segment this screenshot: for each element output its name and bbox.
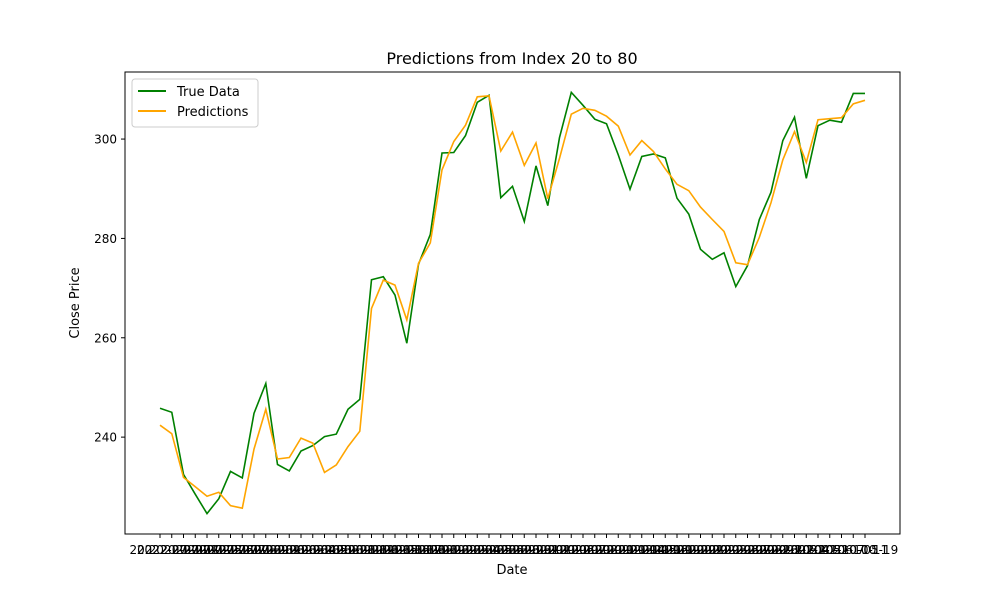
x-axis: 20222022-07-202022-07-212022-07-222022-0… bbox=[129, 534, 898, 557]
x-tick-label: 2022-08-08 bbox=[290, 543, 360, 557]
x-tick-label: 2022-09-22 bbox=[666, 543, 736, 557]
x-tick-label: 2022-08-15 bbox=[348, 543, 418, 557]
y-axis: 240 260 280 300 bbox=[94, 133, 125, 445]
x-tick-label: -05-19 bbox=[859, 543, 898, 557]
x-tick-label: 2022-08-22 bbox=[407, 543, 477, 557]
x-tick-label: 2022-10-04 bbox=[760, 543, 830, 557]
x-tick-label: 2022-09-20 bbox=[642, 543, 712, 557]
x-tick-label: 2022-09-29 bbox=[724, 543, 794, 557]
x-tick-label: 2022-10-06 bbox=[783, 543, 853, 557]
series-line-predictions bbox=[159, 94, 866, 510]
x-tick-label: 2022-10-10 bbox=[807, 543, 877, 557]
x-tick-label: 2022-09-30 bbox=[736, 543, 806, 557]
x-tick-label: 2022-08-05 bbox=[278, 543, 348, 557]
x-tick-label: 2022-08-11 bbox=[325, 543, 395, 557]
x-tick-label: 2022-07-22 bbox=[160, 543, 230, 557]
y-tick-label: 300 bbox=[94, 133, 117, 147]
x-tick-label: 2022-09-15 bbox=[607, 543, 677, 557]
x-tick-label: 2022-09-26 bbox=[689, 543, 759, 557]
x-tick-label: 2022-08-17 bbox=[372, 543, 442, 557]
x-tick-label: 2022-07-29 bbox=[219, 543, 289, 557]
x-tick-label: 2022-07-27 bbox=[196, 543, 266, 557]
x-tick-label: 2022-09-12 bbox=[572, 543, 642, 557]
x-tick-label: 2022-09-14 bbox=[595, 543, 665, 557]
x-tick-label: 2022-08-04 bbox=[266, 543, 336, 557]
x-tick-label: 2022-08-12 bbox=[337, 543, 407, 557]
x-tick-label: 2022-09-16 bbox=[619, 543, 689, 557]
x-tick-label: 2022-09-09 bbox=[560, 543, 630, 557]
x-tick-label: 2022-09-28 bbox=[713, 543, 783, 557]
x-tick-label: 2022-09-07 bbox=[536, 543, 606, 557]
x-tick-label: 2022-09-08 bbox=[548, 543, 618, 557]
x-tick-label: 2022-07-21 bbox=[149, 543, 219, 557]
x-tick-label: 2022-09-27 bbox=[701, 543, 771, 557]
x-tick-label: 2022-08-01 bbox=[231, 543, 301, 557]
x-tick-label: 2022-09-21 bbox=[654, 543, 724, 557]
x-tick-label: 2022-08-19 bbox=[395, 543, 465, 557]
legend-label-predictions: Predictions bbox=[177, 105, 249, 120]
x-tick-label: 2022-08-23 bbox=[419, 543, 489, 557]
x-tick-label: 2022-10-03 bbox=[748, 543, 818, 557]
x-tick-label: 2022-07-20 bbox=[137, 543, 207, 557]
legend-label-true-data: True Data bbox=[176, 85, 240, 100]
x-tick-label: 2022-09-23 bbox=[677, 543, 747, 557]
x-tick-label: 2022-08-09 bbox=[301, 543, 371, 557]
series-layer bbox=[159, 90, 866, 515]
x-tick-label: 2022-08-24 bbox=[431, 543, 501, 557]
y-tick-label: 240 bbox=[94, 431, 117, 445]
x-tick-label: 2022-09-13 bbox=[583, 543, 653, 557]
x-tick-label: 2022-07-25 bbox=[172, 543, 242, 557]
x-tick-label: 2022-09-02 bbox=[513, 543, 583, 557]
x-tick-label: 2022-09-06 bbox=[525, 543, 595, 557]
x-axis-label: Date bbox=[496, 563, 527, 578]
x-tick-label: 2022-08-02 bbox=[243, 543, 313, 557]
x-tick-label: 2022 bbox=[129, 543, 160, 557]
x-tick-label: 2022-08-03 bbox=[254, 543, 324, 557]
legend: True Data Predictions bbox=[131, 78, 259, 128]
x-tick-label: 2022-08-29 bbox=[466, 543, 536, 557]
x-tick-label: 2022-08-26 bbox=[454, 543, 524, 557]
x-tick-label: 2022-07-26 bbox=[184, 543, 254, 557]
x-tick-label: 2022-08-10 bbox=[313, 543, 383, 557]
y-tick-label: 280 bbox=[94, 232, 117, 246]
x-tick-label: 2022-07-28 bbox=[207, 543, 277, 557]
x-tick-label: 2022-08-25 bbox=[442, 543, 512, 557]
x-tick-label: 2022-10-05 bbox=[771, 543, 841, 557]
x-tick-label: 2022-09-01 bbox=[501, 543, 571, 557]
x-tick-label: 2022-08-31 bbox=[489, 543, 559, 557]
x-tick-label: 2022-10-07 bbox=[795, 543, 865, 557]
y-axis-label: Close Price bbox=[68, 267, 83, 338]
series-line-true-data bbox=[159, 90, 865, 515]
x-tick-label: 2022-08-30 bbox=[478, 543, 548, 557]
y-tick-label: 260 bbox=[94, 331, 117, 345]
x-tick-label: 2022-08-16 bbox=[360, 543, 430, 557]
x-tick-label: 2022-09-19 bbox=[630, 543, 700, 557]
x-tick-label: 2022-10-11 bbox=[818, 543, 888, 557]
chart-title: Predictions from Index 20 to 80 bbox=[386, 49, 637, 68]
x-tick-label: 2022-08-18 bbox=[384, 543, 454, 557]
